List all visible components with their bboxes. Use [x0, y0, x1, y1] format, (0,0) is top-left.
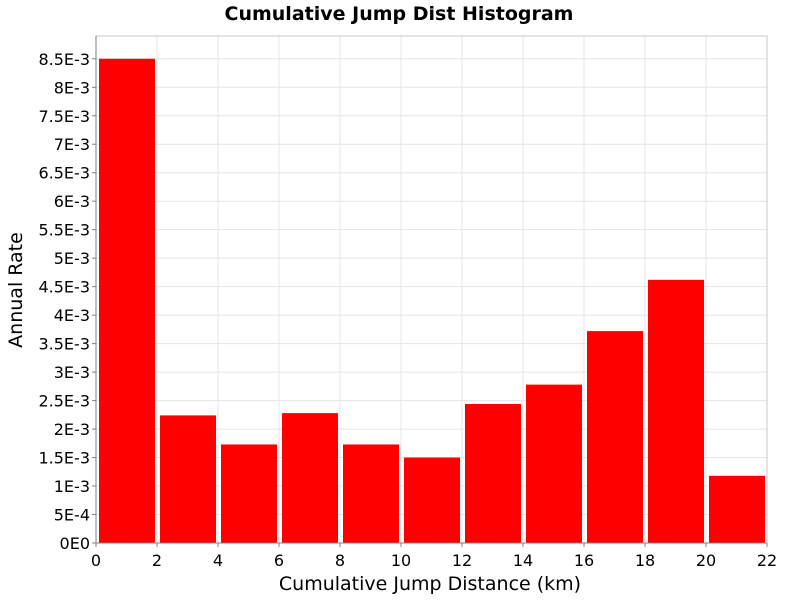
bars-layer	[99, 58, 765, 543]
y-tick-label: 8E-3	[54, 78, 90, 97]
histogram-bar-1	[160, 415, 216, 543]
x-tick-label: 16	[574, 551, 594, 570]
x-tick-label: 18	[635, 551, 655, 570]
x-tick-label: 22	[757, 551, 777, 570]
chart-title: Cumulative Jump Dist Histogram	[225, 3, 574, 25]
y-tick-label: 2E-3	[54, 420, 90, 439]
y-ticks-layer: 0E0 5E-4 1E-3 1.5E-3 2E-3 2.5E-3 3E-3 3.5E-3 4E-…	[38, 50, 96, 553]
histogram-bar-8	[587, 331, 643, 543]
y-tick-label: 3E-3	[54, 363, 90, 382]
x-tick-label: 0	[91, 551, 101, 570]
histogram-bar-10	[709, 475, 765, 543]
y-tick-label: 5E-4	[54, 506, 90, 525]
histogram-bar-6	[465, 404, 521, 543]
y-tick-label: 2.5E-3	[38, 392, 90, 411]
grid-layer	[95, 36, 768, 544]
histogram-bar-9	[648, 279, 704, 543]
x-tick-label: 14	[513, 551, 533, 570]
histogram-bar-2	[221, 444, 277, 543]
x-tick-label: 2	[152, 551, 162, 570]
y-tick-label: 4.5E-3	[38, 278, 90, 297]
y-tick-label: 6.5E-3	[38, 164, 90, 183]
histogram-bar-7	[526, 384, 582, 543]
y-tick-label: 1.5E-3	[38, 449, 90, 468]
y-tick-label: 3.5E-3	[38, 335, 90, 354]
histogram-bar-0	[99, 58, 155, 543]
x-ticks-layer: 0 2 4 6 8 10 12 14 16 18 20 22	[91, 543, 777, 570]
y-tick-label: 0E0	[60, 534, 90, 553]
y-tick-label: 7E-3	[54, 135, 90, 154]
y-tick-label: 7.5E-3	[38, 107, 90, 126]
x-axis-label: Cumulative Jump Distance (km)	[279, 573, 581, 595]
histogram-bar-5	[404, 457, 460, 543]
y-tick-label: 6E-3	[54, 192, 90, 211]
y-tick-label: 4E-3	[54, 306, 90, 325]
y-axis-label: Annual Rate	[5, 232, 27, 348]
histogram-bar-4	[343, 444, 399, 543]
x-tick-label: 8	[335, 551, 345, 570]
x-tick-label: 20	[696, 551, 716, 570]
histogram-bar-3	[282, 413, 338, 543]
y-tick-label: 5.5E-3	[38, 221, 90, 240]
x-tick-label: 4	[213, 551, 223, 570]
axes-layer	[95, 35, 768, 544]
x-tick-label: 6	[274, 551, 284, 570]
x-tick-label: 10	[391, 551, 411, 570]
x-tick-label: 12	[452, 551, 472, 570]
y-tick-label: 1E-3	[54, 477, 90, 496]
y-tick-label: 5E-3	[54, 249, 90, 268]
y-tick-label: 8.5E-3	[38, 50, 90, 69]
